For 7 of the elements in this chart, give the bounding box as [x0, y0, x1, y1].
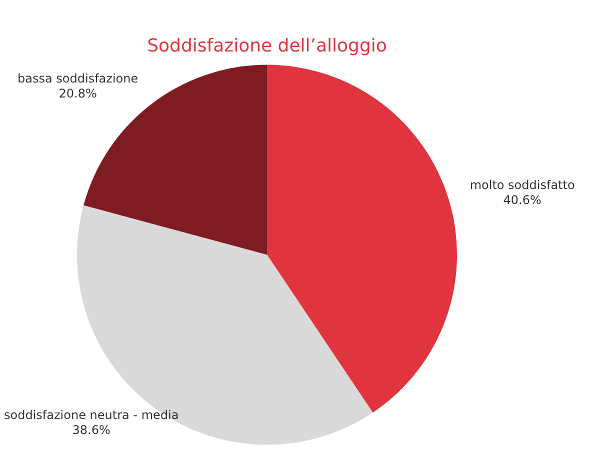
slice-label: soddisfazione neutra - media — [4, 408, 179, 422]
data-label: 40.6% — [503, 193, 542, 208]
data-label: 38.6% — [72, 423, 110, 438]
slice-label: bassa soddisfazione — [18, 72, 138, 86]
chart-title: Soddisfazione dell’alloggio — [147, 35, 387, 56]
slice-label: molto soddisfatto — [470, 178, 575, 192]
data-label: 20.8% — [58, 86, 97, 101]
